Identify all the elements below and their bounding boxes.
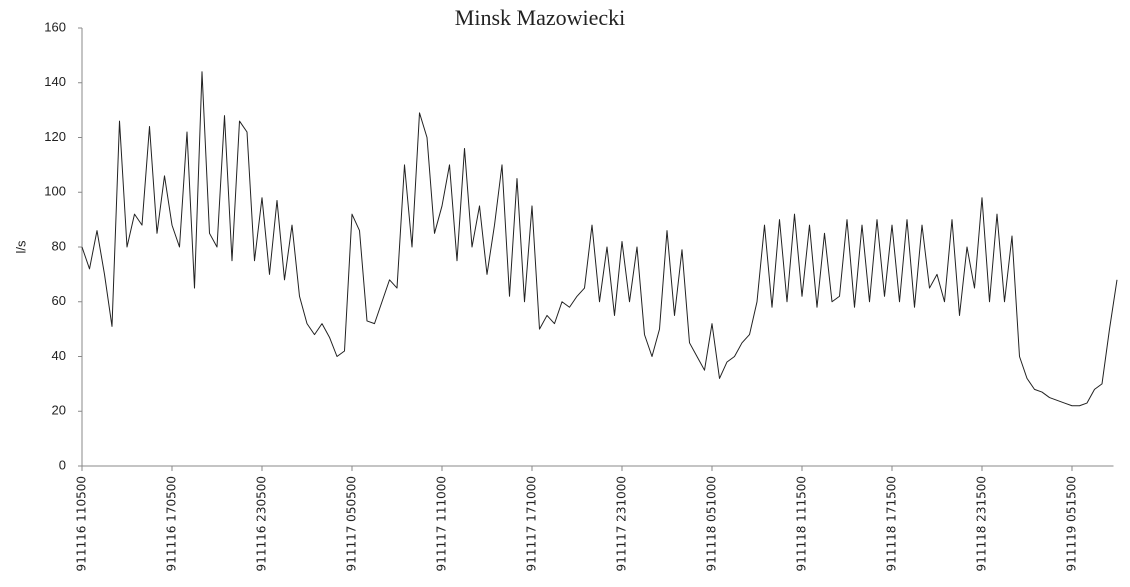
x-tick-label: 911117 050500 bbox=[345, 476, 359, 571]
y-tick-label: 0 bbox=[59, 457, 66, 472]
x-tick-label: 911117 171000 bbox=[525, 476, 539, 571]
y-tick-label: 40 bbox=[52, 348, 66, 363]
x-tick-label: 911116 230500 bbox=[255, 476, 269, 571]
x-tick-label: 911116 170500 bbox=[165, 476, 179, 571]
y-tick-label: 120 bbox=[44, 129, 66, 144]
x-tick-label: 911117 231000 bbox=[615, 476, 629, 571]
y-tick-label: 160 bbox=[44, 19, 66, 34]
x-tick-label: 911119 051500 bbox=[1065, 476, 1079, 571]
x-tick-label: 911118 111500 bbox=[795, 476, 809, 571]
y-tick-label: 60 bbox=[52, 293, 66, 308]
data-line bbox=[81, 71, 1118, 407]
x-tick-label: 911118 231500 bbox=[975, 476, 989, 571]
y-tick-label: 140 bbox=[44, 74, 66, 89]
x-tick-label: 911117 111000 bbox=[435, 476, 449, 571]
y-tick-label: 80 bbox=[52, 238, 66, 253]
chart-title: Minsk Mazowiecki bbox=[455, 5, 625, 30]
x-tick-label: 911118 051000 bbox=[705, 476, 719, 571]
y-axis-label: l/s bbox=[13, 240, 28, 254]
y-tick-label: 20 bbox=[52, 403, 66, 418]
x-tick-label: 911118 171500 bbox=[885, 476, 899, 571]
x-tick-label: 911116 110500 bbox=[75, 476, 89, 571]
y-tick-label: 100 bbox=[44, 184, 66, 199]
